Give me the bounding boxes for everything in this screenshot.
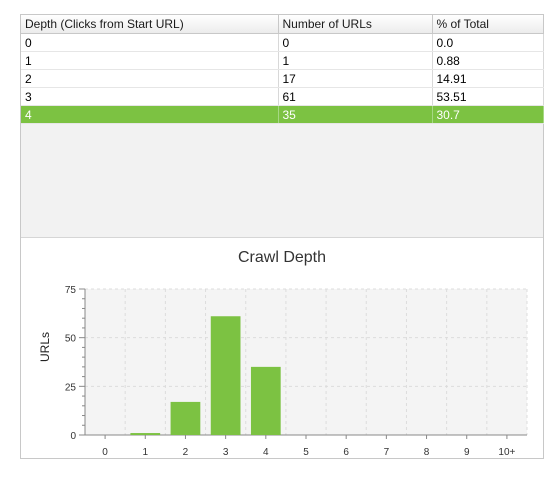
cell-number-of-urls: 1 [278, 51, 433, 70]
table-header-row: Depth (Clicks from Start URL) Number of … [21, 15, 544, 34]
chart-canvas: Crawl Depth URLs 0 25 50 75 0 1 2 3 4 5 6 7 8 9 10+ [38, 249, 528, 458]
x-tick-label: 10+ [498, 447, 515, 458]
cell-depth: 3 [21, 87, 279, 106]
cell-depth: 4 [21, 105, 279, 124]
x-tick-label: 2 [183, 447, 189, 458]
cell-percent: 0.0 [432, 33, 544, 52]
depth-table-container: Depth (Clicks from Start URL) Number of … [21, 15, 544, 238]
depth-table: Depth (Clicks from Start URL) Number of … [21, 15, 544, 124]
cell-percent: 53.51 [432, 87, 544, 106]
x-tick-label: 7 [384, 447, 390, 458]
table-row[interactable]: 2 17 14.91 [21, 69, 544, 88]
cell-depth: 0 [21, 33, 279, 52]
chart-bar[interactable] [210, 316, 241, 435]
table-row[interactable]: 1 1 0.88 [21, 51, 544, 70]
x-tick-label: 6 [343, 447, 349, 458]
column-header-number-of-urls[interactable]: Number of URLs [278, 15, 433, 34]
table-row[interactable]: 3 61 53.51 [21, 87, 544, 106]
crawl-depth-panel: Depth (Clicks from Start URL) Number of … [20, 14, 544, 459]
table-row-selected[interactable]: 4 35 30.7 [21, 105, 544, 124]
cell-number-of-urls: 17 [278, 69, 433, 88]
y-axis-label: URLs [38, 332, 52, 362]
cell-percent: 14.91 [432, 69, 544, 88]
chart-bar[interactable] [130, 433, 161, 435]
cell-number-of-urls: 0 [278, 33, 433, 52]
cell-percent: 30.7 [432, 105, 544, 124]
x-tick-label: 8 [424, 447, 430, 458]
column-header-depth[interactable]: Depth (Clicks from Start URL) [21, 15, 279, 34]
y-tick-label: 75 [65, 285, 77, 296]
x-tick-label: 1 [142, 447, 148, 458]
column-header-percent-of-total[interactable]: % of Total [432, 15, 544, 34]
chart-bar[interactable] [250, 366, 281, 435]
y-tick-label: 50 [65, 334, 77, 345]
cell-number-of-urls: 61 [278, 87, 433, 106]
x-tick-label: 3 [223, 447, 229, 458]
crawl-depth-chart: Crawl Depth URLs 0 25 50 75 0 1 2 3 4 5 6 7 8 9 10+ [21, 237, 543, 458]
x-tick-label: 0 [102, 447, 108, 458]
chart-bar[interactable] [170, 401, 201, 435]
table-row[interactable]: 0 0 0.0 [21, 33, 544, 52]
plot-background [85, 289, 527, 435]
cell-depth: 1 [21, 51, 279, 70]
cell-number-of-urls: 35 [278, 105, 433, 124]
y-tick-label: 0 [70, 431, 76, 442]
x-tick-label: 9 [464, 447, 470, 458]
y-tick-label: 25 [65, 382, 77, 393]
chart-title: Crawl Depth [238, 249, 326, 266]
x-tick-label: 4 [263, 447, 269, 458]
x-tick-label: 5 [303, 447, 309, 458]
cell-percent: 0.88 [432, 51, 544, 70]
cell-depth: 2 [21, 69, 279, 88]
